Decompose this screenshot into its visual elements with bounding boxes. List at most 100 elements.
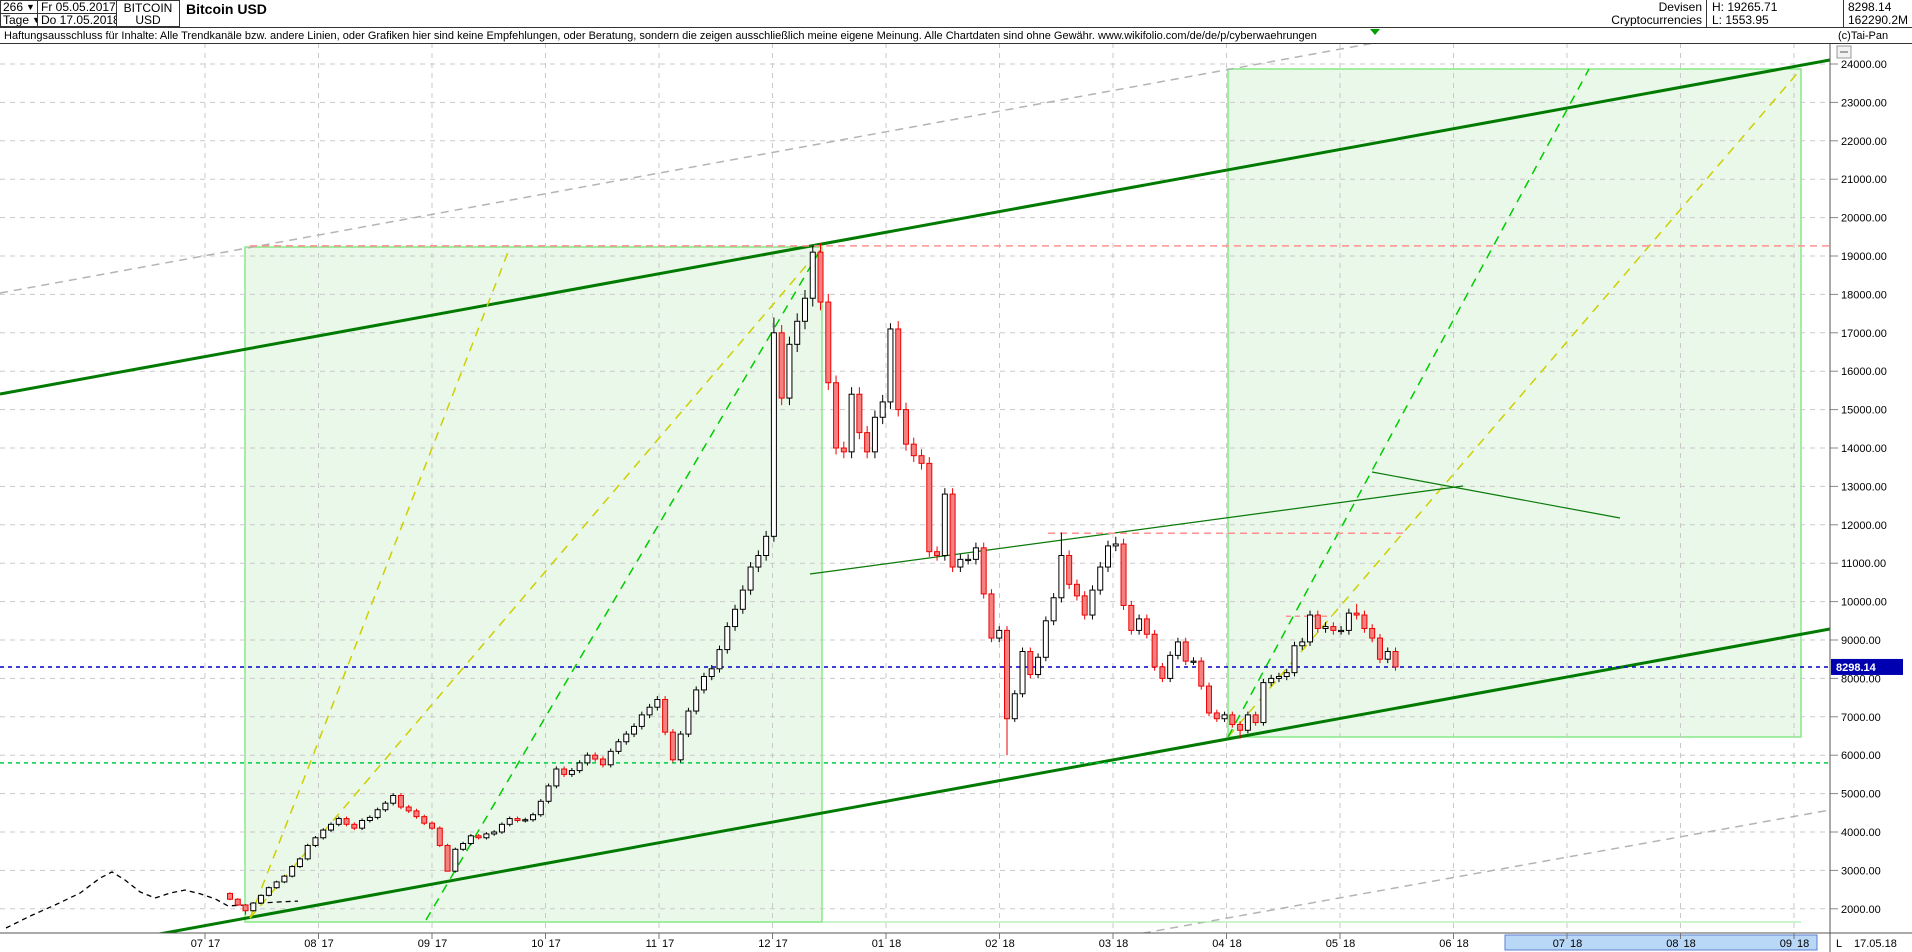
time-axis[interactable] [0,933,1830,952]
month-label: 10 [531,938,543,950]
symbol-line1: BITCOIN [123,0,173,15]
candle-body [273,881,280,889]
candle-body [646,706,653,716]
disclaimer-text: Haftungsausschluss für Inhalte: Alle Tre… [4,29,1317,42]
bars-count-dropdown[interactable]: 266 ▼ [0,0,38,14]
candle-body [366,816,373,821]
candle-body [848,393,855,453]
candle-body [436,827,443,846]
period-value: Tage [3,13,30,27]
thin-down-segment-line [1371,471,1621,519]
price-tick-label: 21000.00 [1841,174,1887,186]
candle-body [957,558,964,568]
candle-body [1097,566,1104,591]
candle-body [343,818,350,825]
candle-body [1042,620,1049,658]
candle-body [1291,645,1298,674]
candle-body [895,328,902,411]
price-tick-label: 22000.00 [1841,136,1887,148]
month-label: 18 [1570,938,1582,950]
yellow-diagonal-box1-line [249,246,823,919]
candle-body [1182,641,1189,662]
month-label: 06 [1439,938,1451,950]
month-label: 07 [191,938,203,950]
candle-body [1190,660,1197,663]
candle-body [972,547,979,560]
price-tick-label: 17000.00 [1841,328,1887,340]
price-tick-label: 14000.00 [1841,443,1887,455]
price-tick-label: 13000.00 [1841,481,1887,493]
candle-body [545,785,552,802]
month-label: 09 [418,938,430,950]
date-from-value: Fr 05.05.2017 [41,0,116,14]
candle-body [1081,595,1088,616]
disclaimer-marker-icon [1370,29,1380,35]
candle-body [328,823,335,831]
candle-body [638,714,645,727]
candle-body [1089,589,1096,616]
candle-body [289,866,296,877]
date-from-field[interactable]: Fr 05.05.2017 [37,0,117,14]
page-title: Bitcoin USD [186,1,267,17]
period-dropdown[interactable]: Tage ▼ [0,13,38,27]
candle-body [988,593,995,639]
candle-body [856,393,863,434]
price-tick-label: 20000.00 [1841,213,1887,225]
candle-body [739,589,746,610]
month-label: 04 [1212,938,1224,950]
chevron-down-icon[interactable]: ▼ [32,15,37,25]
price-tick-label: 16000.00 [1841,366,1887,378]
price-tick-label: 23000.00 [1841,97,1887,109]
candle-body [1213,712,1220,720]
candle-body [1105,545,1112,568]
candle-body [941,493,948,557]
month-label: 17 [208,938,220,950]
yellow-steep-box1-line [249,246,511,919]
candle-body [693,689,700,712]
symbol-box[interactable]: BITCOIN USD [116,0,180,27]
last-price-badge [1831,658,1903,675]
candle-body [887,328,894,403]
candle-body [584,754,591,764]
candle-body [817,251,824,303]
candle-body [763,535,770,557]
candle-body [320,829,327,839]
price-tick-label: 12000.00 [1841,520,1887,532]
candles [227,243,1399,915]
axis-end-date: 17.05.18 [1854,938,1897,950]
candle-body [871,416,878,453]
candle-body [227,892,233,900]
time-range-highlight[interactable] [1504,934,1818,951]
candle-body [242,904,249,912]
candle-body [623,733,630,743]
candle-body [312,837,319,846]
candle-body [265,887,272,896]
candle-body [778,332,785,399]
month-label: 18 [1343,938,1355,950]
candle-body [864,432,871,453]
candle-body [413,810,420,818]
category-line1: Devisen [1658,0,1702,13]
price-tick-label: 18000.00 [1841,289,1887,301]
candle-body [296,858,303,868]
candle-body [537,800,544,816]
candle-body [1058,555,1065,599]
period-low: L: 1553.95 [1712,13,1769,26]
candle-body [1345,612,1352,631]
candle-body [1384,651,1391,660]
date-to-field[interactable]: Do 17.05.2018 [37,13,117,27]
candle-body [1338,629,1345,633]
candle-body [1019,651,1026,695]
candle-body [934,551,941,557]
candle-body [351,823,358,829]
price-axis[interactable] [1830,43,1912,933]
price-tick-label: 19000.00 [1841,251,1887,263]
channel-upper-line [0,58,1830,396]
price-tick-label: 9000.00 [1841,635,1881,647]
candle-body [1353,612,1360,616]
candle-body [755,555,762,568]
chevron-down-icon[interactable]: ▼ [26,2,35,12]
candle-body [1244,714,1251,731]
month-label: 17 [662,938,674,950]
